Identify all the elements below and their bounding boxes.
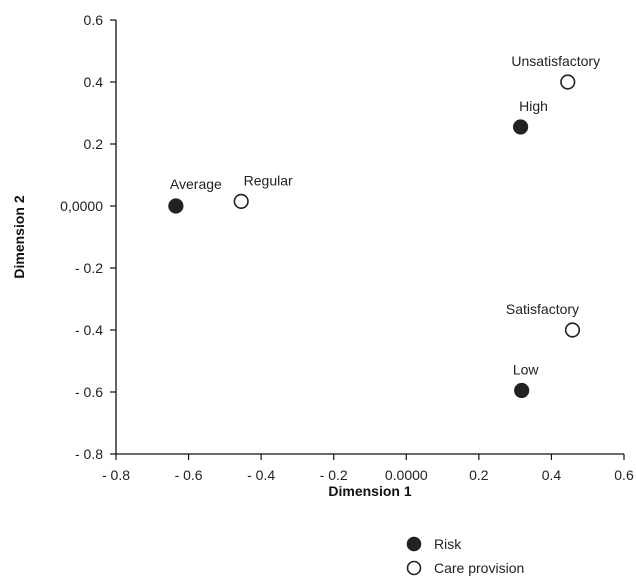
point-label-regular: Regular: [244, 172, 293, 188]
x-axis-title: Dimension 1: [328, 483, 411, 499]
y-tick-label: - 0.2: [75, 260, 103, 276]
point-marker-satisfactory: [564, 322, 581, 338]
x-tick-label: 0.4: [542, 467, 562, 483]
point-label-low: Low: [513, 361, 540, 377]
x-tick-label: - 0.2: [320, 467, 348, 483]
point-label-satisfactory: Satisfactory: [506, 301, 579, 317]
x-tick-label: - 0.6: [175, 467, 203, 483]
x-tick-label: 0.6: [614, 467, 634, 483]
point-label-high: High: [519, 98, 548, 114]
point-label-unsatisfactory: Unsatisfactory: [511, 53, 600, 69]
plot-area: [115, 20, 624, 455]
y-tick-label: 0.6: [84, 12, 104, 28]
point-marker-high: [512, 119, 529, 135]
legend: Risk Care provision: [406, 536, 524, 576]
point-marker-average: [168, 198, 184, 214]
x-tick-label: - 0.8: [102, 467, 130, 483]
legend-marker-0: [406, 536, 422, 552]
y-tick-label: - 0.8: [75, 446, 103, 462]
y-axis: 0.6 0.4 0.2 0,0000 - 0.2 - 0.4 - 0.6 - 0.8: [60, 12, 116, 462]
y-tick-label: 0.2: [84, 136, 104, 152]
legend-label-1: Care provision: [434, 560, 524, 576]
point-marker-unsatisfactory: [560, 74, 576, 90]
x-tick-label: 0.0000: [385, 467, 428, 483]
y-tick-label: - 0.6: [75, 384, 103, 400]
point-marker-regular: [233, 193, 249, 209]
y-tick-label: 0,0000: [60, 198, 103, 214]
x-tick-label: - 0.4: [247, 467, 275, 483]
y-tick-label: 0.4: [84, 74, 104, 90]
point-marker-low: [514, 382, 530, 399]
legend-marker-1: [406, 560, 422, 576]
y-axis-title: Dimension 2: [11, 195, 27, 278]
x-axis: - 0.8 - 0.6 - 0.4 - 0.2 0.0000 0.2 0.4 0.6: [102, 454, 634, 483]
x-tick-label: 0.2: [469, 467, 489, 483]
y-tick-label: - 0.4: [75, 322, 103, 338]
legend-label-0: Risk: [434, 536, 462, 552]
data-points: Average High Low Regular Unsatisfactory Satis…: [168, 53, 600, 399]
point-label-average: Average: [170, 176, 222, 192]
